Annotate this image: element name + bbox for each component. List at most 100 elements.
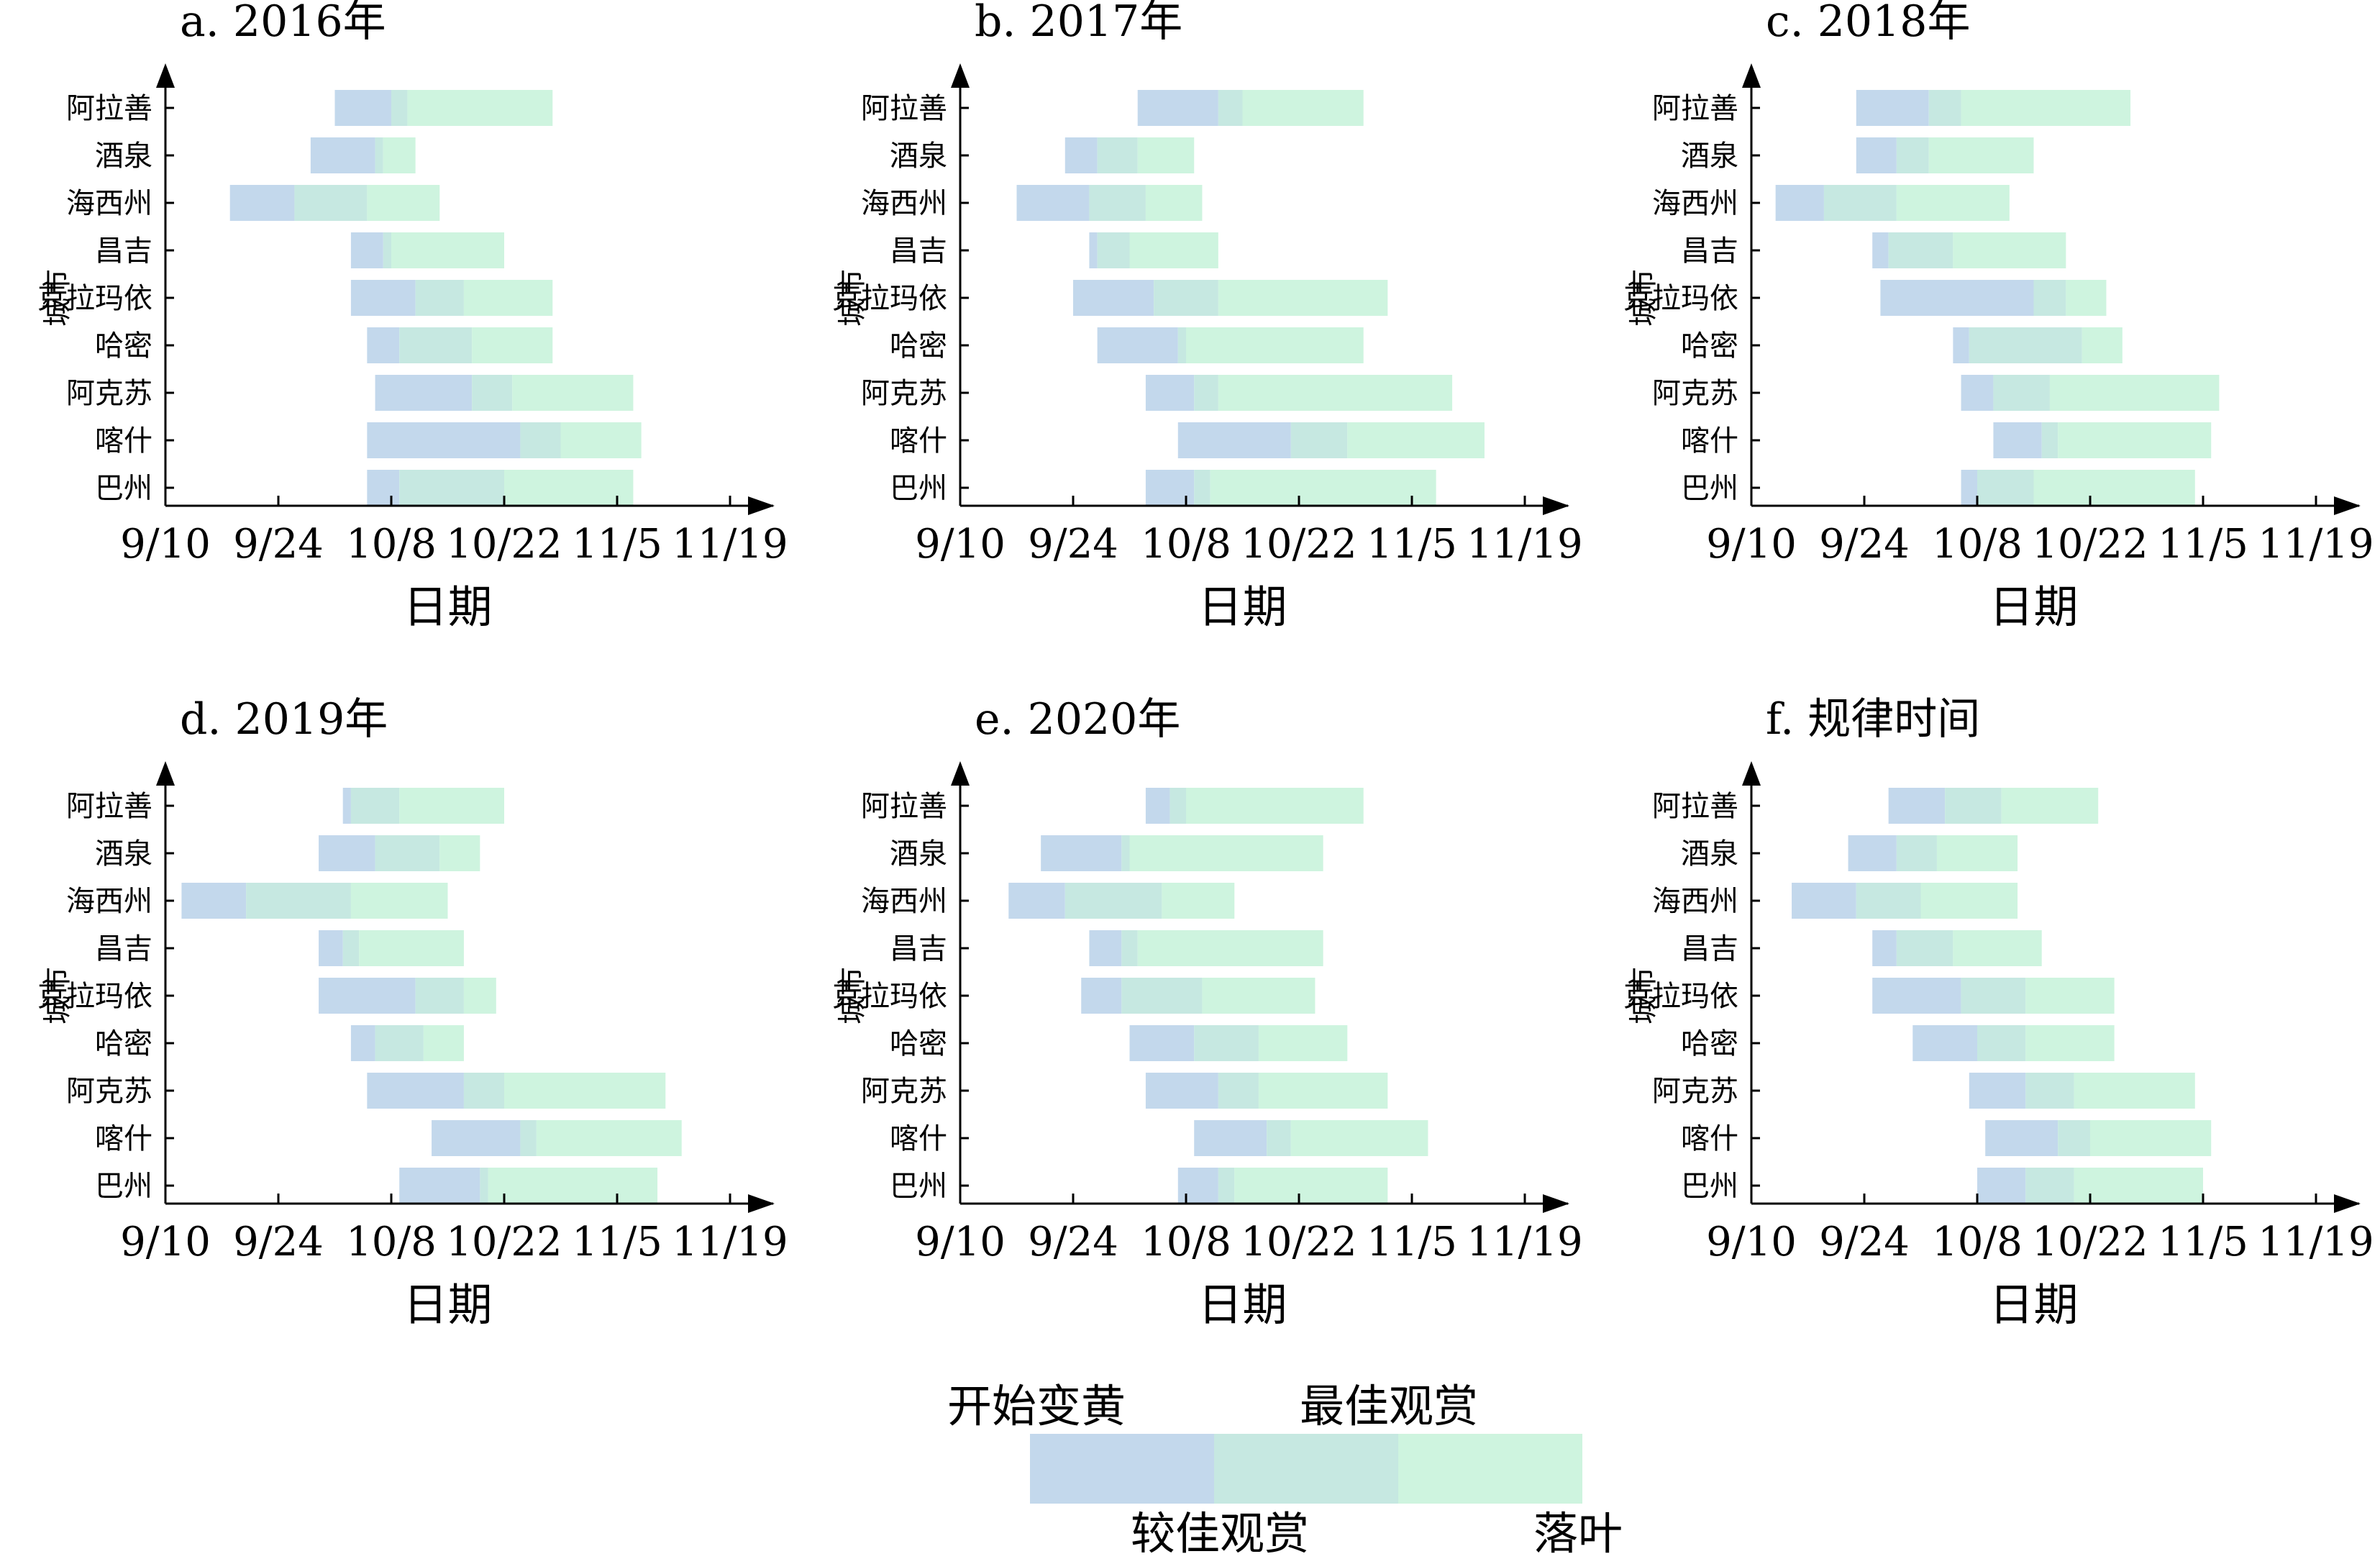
bar-segment-good — [375, 835, 440, 871]
bar-segment-good — [375, 137, 383, 173]
bar-segment-best — [1953, 232, 2066, 268]
category-label: 阿克苏 — [861, 377, 947, 410]
bar-segment-best — [423, 1025, 464, 1061]
category-label: 酒泉 — [890, 837, 947, 871]
bar-segment-start — [310, 137, 375, 173]
bar-segment-start — [1089, 930, 1122, 966]
panel-title: a. 2016年 — [180, 0, 386, 47]
bar-segment-best — [1202, 978, 1316, 1014]
bar-segment-good — [415, 280, 464, 316]
bar-segment-good — [1928, 90, 1961, 126]
bar-segment-start — [399, 1168, 480, 1204]
x-axis-label: 日期 — [1989, 581, 2078, 633]
bar-segment-start — [1081, 978, 1122, 1014]
bar-segment-best — [367, 185, 440, 221]
category-label: 喀什 — [890, 1122, 947, 1155]
category-label: 克拉玛依 — [1623, 282, 1738, 315]
panel-title: e. 2020年 — [975, 694, 1180, 745]
x-tick-label: 11/19 — [672, 1219, 788, 1265]
bar-segment-start — [342, 788, 351, 824]
category-label: 昌吉 — [890, 932, 947, 965]
bar-segment-good — [1194, 1025, 1259, 1061]
category-label: 哈密 — [1681, 329, 1738, 363]
x-tick-label: 11/19 — [672, 521, 788, 568]
bar-segment-start — [375, 375, 473, 411]
bar-segment-start — [1097, 327, 1178, 363]
category-label: 喀什 — [95, 424, 152, 458]
x-tick-label: 9/24 — [233, 521, 324, 568]
x-tick-label: 10/8 — [1141, 521, 1231, 568]
x-tick-label: 10/8 — [346, 521, 437, 568]
x-axis-arrow — [748, 496, 775, 515]
bar-segment-start — [1848, 835, 1897, 871]
bar-segment-good — [1888, 232, 1953, 268]
bar-segment-best — [1129, 835, 1323, 871]
bar-segment-best — [504, 470, 634, 506]
category-label: 巴州 — [890, 1170, 947, 1203]
category-label: 阿克苏 — [1652, 1075, 1738, 1108]
bar-segment-good — [480, 1168, 488, 1204]
bar-segment-good — [350, 788, 400, 824]
bar-segment-good — [1170, 788, 1186, 824]
bar-segment-good — [1218, 90, 1243, 126]
x-tick-label: 10/22 — [1241, 521, 1357, 568]
bar-segment-best — [1258, 1025, 1348, 1061]
category-label: 昌吉 — [1681, 235, 1738, 268]
x-tick-label: 9/10 — [120, 1219, 211, 1265]
category-label: 克拉玛依 — [37, 980, 152, 1013]
bar-segment-good — [1194, 375, 1218, 411]
x-axis-label: 日期 — [1198, 581, 1287, 633]
bar-segment-best — [1234, 1168, 1388, 1204]
bar-segment-good — [1896, 137, 1929, 173]
category-label: 酒泉 — [1681, 837, 1738, 871]
bar-segment-start — [1888, 788, 1946, 824]
bar-segment-good — [391, 90, 408, 126]
x-tick-label: 9/24 — [1819, 521, 1910, 568]
category-label: 阿拉善 — [861, 790, 947, 823]
bar-segment-start — [319, 835, 375, 871]
bar-segment-best — [1896, 185, 2010, 221]
category-label: 哈密 — [95, 1027, 152, 1060]
category-label: 巴州 — [890, 472, 947, 505]
x-axis-arrow — [1543, 496, 1569, 515]
bar-segment-good — [294, 185, 368, 221]
bar-segment-good — [1089, 185, 1146, 221]
category-label: 昌吉 — [95, 235, 152, 268]
bar-segment-best — [1258, 1073, 1388, 1109]
bar-segment-start — [1872, 978, 1961, 1014]
bar-segment-best — [463, 280, 553, 316]
bar-segment-good — [1993, 375, 2050, 411]
legend-label-good: 较佳观赏 — [1131, 1507, 1309, 1559]
category-label: 巴州 — [1681, 1170, 1738, 1203]
bar-segment-best — [1145, 185, 1203, 221]
bar-segment-best — [2058, 422, 2212, 458]
category-label: 阿克苏 — [66, 377, 152, 410]
legend-swatch-2 — [1214, 1434, 1398, 1504]
bar-segment-start — [1880, 280, 2034, 316]
y-axis-arrow — [951, 761, 970, 786]
x-tick-label: 11/19 — [2258, 521, 2374, 568]
x-tick-label: 9/10 — [1706, 521, 1797, 568]
bar-segment-start — [350, 232, 383, 268]
bar-segment-start — [1194, 1120, 1267, 1156]
x-tick-label: 11/5 — [572, 1219, 662, 1265]
bar-segment-good — [1194, 470, 1210, 506]
bar-segment-best — [1242, 90, 1364, 126]
bar-segment-start — [1145, 1073, 1218, 1109]
bar-segment-start — [1969, 1073, 2026, 1109]
x-tick-label: 10/8 — [1141, 1219, 1231, 1265]
bar-segment-best — [350, 883, 448, 919]
bar-segment-good — [2025, 1168, 2074, 1204]
x-tick-label: 9/24 — [1028, 521, 1118, 568]
bar-segment-good — [472, 375, 513, 411]
x-tick-label: 11/5 — [2158, 521, 2248, 568]
y-axis-label: 城市 — [836, 967, 869, 1024]
category-label: 海西州 — [1652, 187, 1738, 220]
bar-segment-good — [1977, 1025, 2026, 1061]
bar-segment-best — [1210, 470, 1436, 506]
x-tick-label: 9/10 — [915, 1219, 1006, 1265]
bar-segment-good — [1218, 1168, 1235, 1204]
